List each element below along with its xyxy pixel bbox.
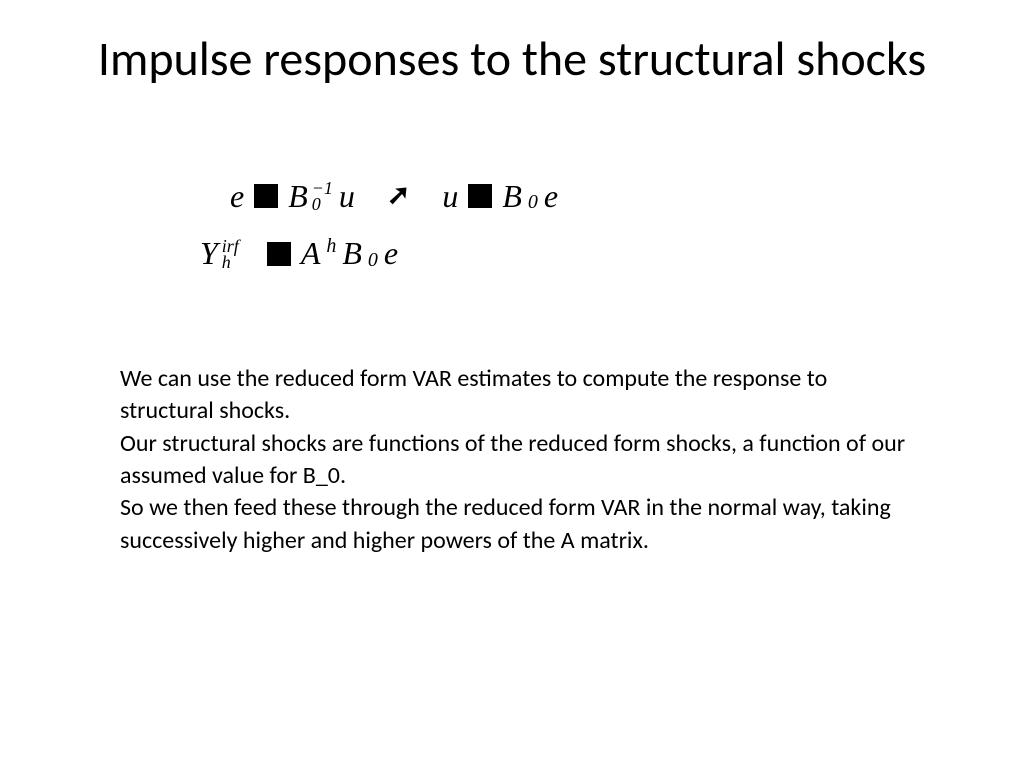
equation-line-2: Yirfh Ah B0 e: [200, 225, 954, 283]
eq2-equals: [267, 242, 291, 266]
eq2-B-sub: 0: [368, 242, 378, 278]
eq1-u2: u: [442, 168, 458, 226]
body-paragraph-2: Our structural shocks are functions of t…: [120, 428, 924, 493]
eq1-B1: B: [288, 168, 308, 226]
eq1-B2-sub: 0: [528, 184, 538, 220]
eq2-A-sup: h: [326, 228, 336, 264]
eq1-B2: B: [502, 168, 522, 226]
eq1-equals-1: [254, 184, 278, 208]
body-text-block: We can use the reduced form VAR estimate…: [70, 363, 954, 557]
eq2-A: A: [301, 225, 321, 283]
eq1-B1-sub: 0: [312, 196, 333, 212]
eq1-arrow: ➚: [387, 171, 410, 221]
body-paragraph-3: So we then feed these through the reduce…: [120, 492, 924, 557]
eq2-e: e: [384, 225, 398, 283]
eq2-B: B: [342, 225, 362, 283]
slide-title: Impulse responses to the structural shoc…: [70, 30, 954, 88]
eq2-Y: Y: [200, 225, 218, 283]
body-paragraph-1: We can use the reduced form VAR estimate…: [120, 363, 924, 428]
eq1-e2: e: [544, 168, 558, 226]
eq1-u1: u: [339, 168, 355, 226]
eq1-e1: e: [230, 168, 244, 226]
equation-line-1: e B−10 u ➚ u B0 e: [230, 168, 954, 226]
eq1-B1-supsub: −10: [312, 180, 333, 212]
eq2-Y-supsub: irfh: [222, 238, 239, 270]
eq1-equals-2: [468, 184, 492, 208]
equation-block: e B−10 u ➚ u B0 e Yirfh Ah B0 e: [230, 168, 954, 283]
eq2-Y-sub: h: [222, 254, 239, 270]
